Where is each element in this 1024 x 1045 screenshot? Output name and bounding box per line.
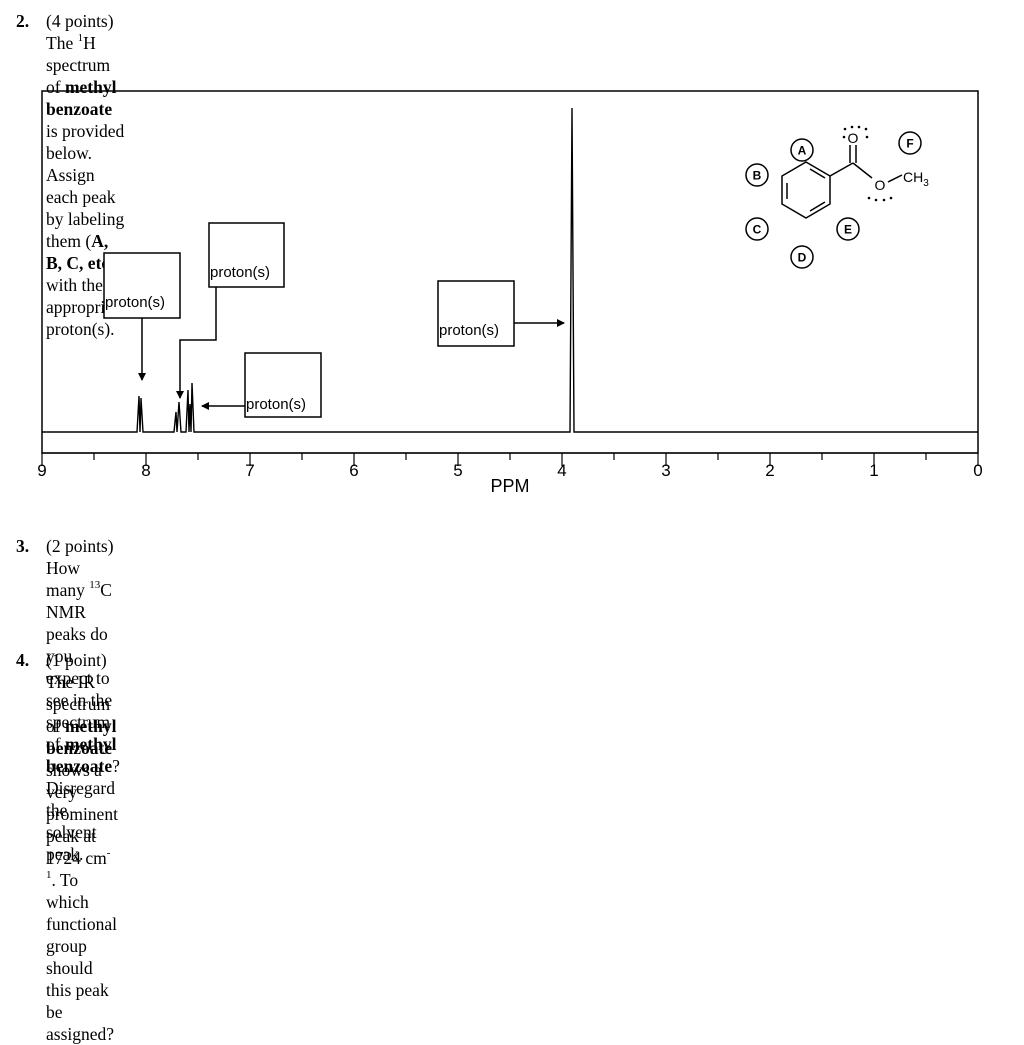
axis-tick-label: 5 <box>453 461 462 480</box>
axis-tick-label: 0 <box>973 461 982 480</box>
q2-text-pre: (4 points) The <box>46 11 114 53</box>
q2-text-post: is provided below. Assign each peak by l… <box>46 121 125 251</box>
axis-tick-label: 2 <box>765 461 774 480</box>
proton-label-b: B <box>753 169 762 183</box>
q2-text-mid: H spectrum of <box>46 33 111 97</box>
proton-label-c: C <box>753 223 762 237</box>
proton-label-circle <box>790 245 814 269</box>
axis-tick-label: 7 <box>245 461 254 480</box>
proton-label-circle <box>745 163 769 187</box>
question-4-number: 4. <box>16 650 30 670</box>
q3-text-mid: C NMR peaks do you expect to see in the … <box>46 580 113 754</box>
proton-label-d: D <box>798 251 807 265</box>
proton-box-1-label: proton(s) <box>105 294 165 311</box>
q4-compound-name: methyl benzoate <box>46 716 117 758</box>
q2-label-examples: A, B, C, etc. <box>46 231 114 273</box>
proton-label-e: E <box>844 223 852 237</box>
proton-label-circle <box>836 217 860 241</box>
ppm-axis: 9 8 7 6 5 4 3 2 1 0 PPM <box>37 452 983 496</box>
proton-label-circle <box>898 131 922 155</box>
q4-text-post: . To which functional group <box>46 870 117 956</box>
axis-tick-label: 3 <box>661 461 670 480</box>
benzene-ring <box>781 161 831 219</box>
proton-box-2-label: proton(s) <box>210 264 270 281</box>
axis-tick-label: 1 <box>869 461 878 480</box>
spectrum-trace <box>42 107 978 433</box>
proton-label-a: A <box>798 144 807 158</box>
axis-label-ppm: PPM <box>490 476 529 496</box>
question-3-number: 3. <box>16 536 30 556</box>
methyl-group: CH3 <box>903 169 929 189</box>
axis-tick-label: 6 <box>349 461 358 480</box>
methyl-benzoate-structure <box>781 145 903 219</box>
nmr-spectrum-figure: 9 8 7 6 5 4 3 2 1 0 PPM proton(s) proton(s) proto… <box>37 90 983 496</box>
question-4-text: (1 point) The IR spectrum of methyl benz… <box>46 649 118 1045</box>
q4-text-pre: (1 point) The IR spectrum of <box>46 650 111 736</box>
proton-box-1: proton(s) <box>103 252 181 319</box>
proton-box-4: proton(s) <box>437 280 515 347</box>
axis-tick-label: 4 <box>557 461 566 480</box>
proton-label-f: F <box>906 137 913 151</box>
axis-tick-label: 8 <box>141 461 150 480</box>
q3-text-pre: (2 points) How many <box>46 536 114 600</box>
question-2-number: 2. <box>16 11 30 31</box>
proton-box-3-label: proton(s) <box>246 396 306 413</box>
q3-superscript: 13 <box>89 579 101 592</box>
q4-text-line2: should this peak be assigned? <box>46 958 115 1044</box>
q2-compound-name: methyl benzoate <box>46 77 117 119</box>
proton-label-circle <box>745 217 769 241</box>
proton-box-4-label: proton(s) <box>439 322 499 339</box>
ether-oxygen: O <box>875 177 886 193</box>
proton-box-3: proton(s) <box>244 352 322 418</box>
axis-tick-label: 9 <box>37 461 46 480</box>
proton-box-2: proton(s) <box>208 222 285 288</box>
carbonyl-oxygen: O <box>848 130 859 146</box>
lone-pair-dots <box>842 125 893 202</box>
structure-atoms: O O CH3 <box>848 130 930 193</box>
spectrum-frame <box>41 90 979 454</box>
q2-superscript: 1 <box>77 32 84 45</box>
arrow-box-2 <box>176 287 217 399</box>
proton-label-circle <box>790 138 814 162</box>
